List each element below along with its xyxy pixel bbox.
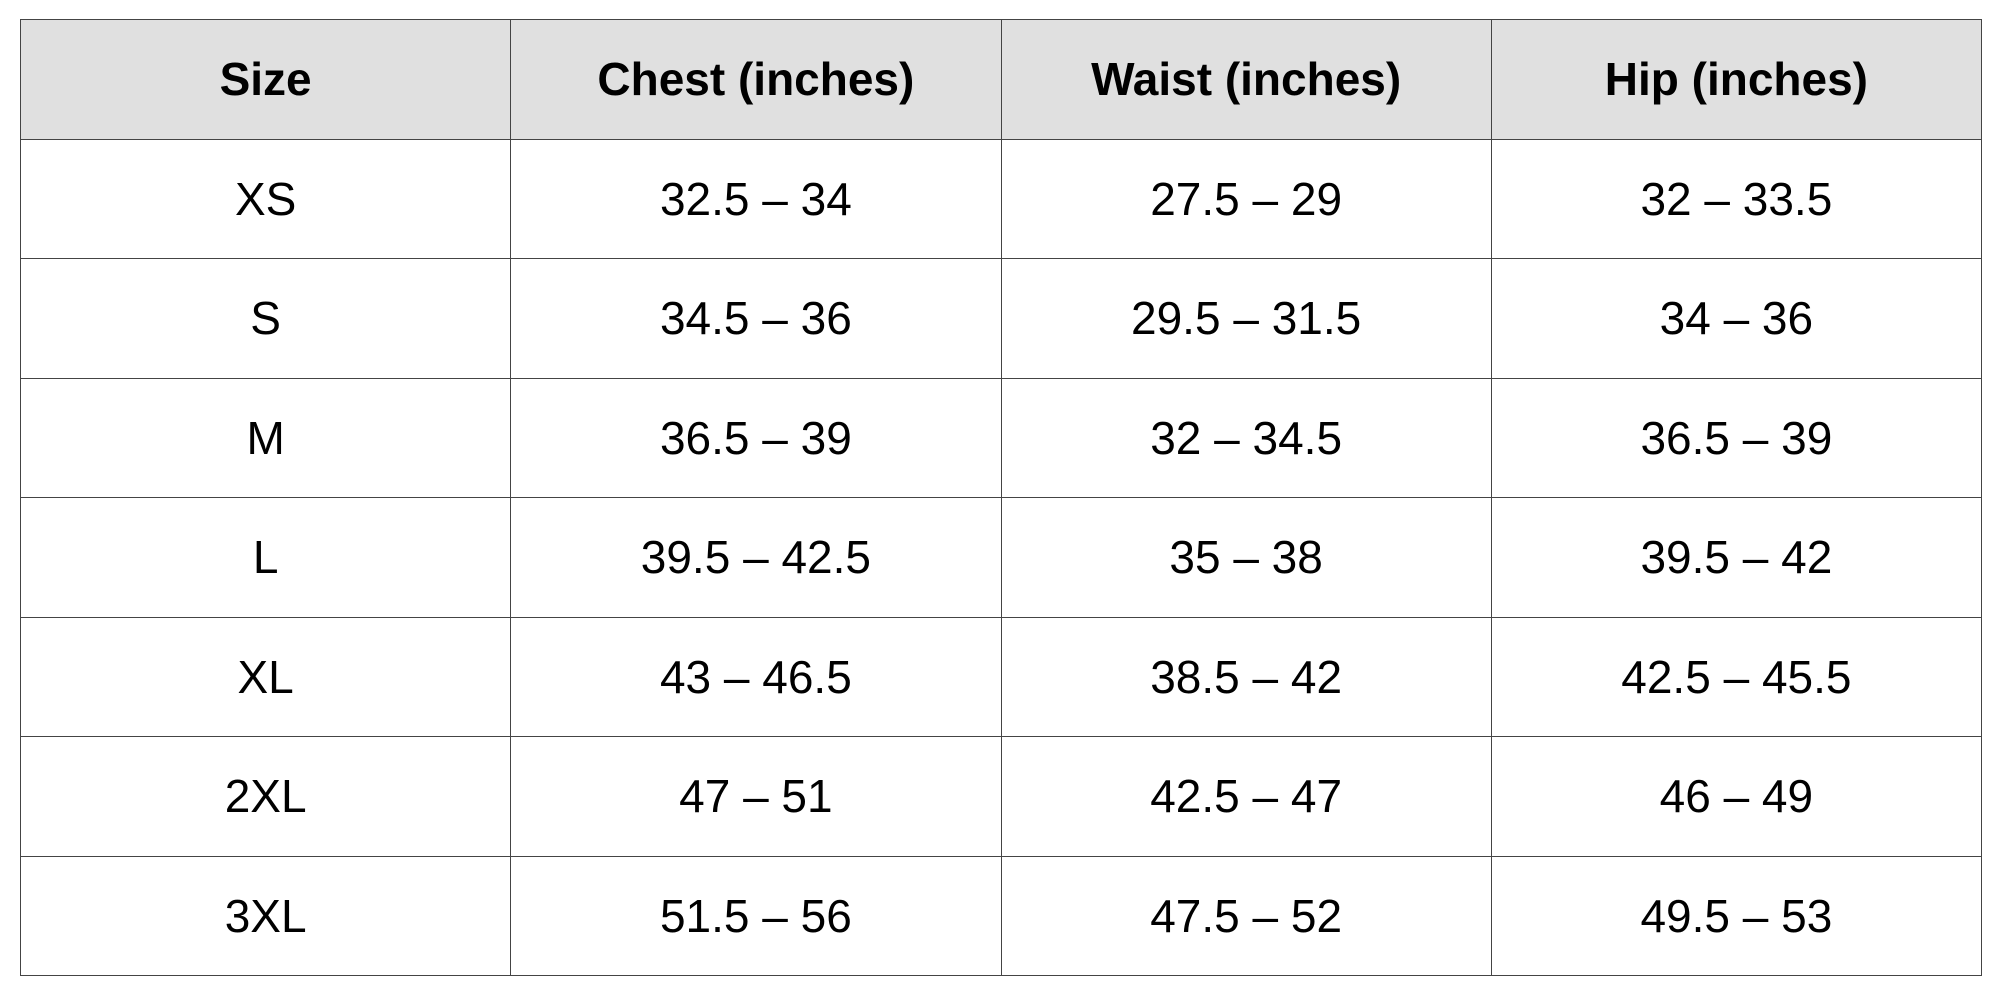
hip-cell: 39.5 – 42 (1490, 497, 1983, 618)
size-cell: XL (19, 616, 512, 737)
table-header: Size Chest (inches) Waist (inches) Hip (… (19, 19, 1983, 140)
size-cell: S (19, 258, 512, 379)
chest-cell: 36.5 – 39 (510, 377, 1002, 498)
size-chart-table: Size Chest (inches) Waist (inches) Hip (… (19, 19, 1983, 976)
waist-cell: 27.5 – 29 (1000, 138, 1492, 259)
header-chest: Chest (inches) (510, 19, 1002, 140)
size-cell: M (19, 377, 512, 498)
table-row: S 34.5 – 36 29.5 – 31.5 34 – 36 (19, 258, 1983, 379)
chest-cell: 47 – 51 (510, 736, 1002, 857)
waist-cell: 32 – 34.5 (1000, 377, 1492, 498)
table-row: M 36.5 – 39 32 – 34.5 36.5 – 39 (19, 377, 1983, 498)
hip-cell: 36.5 – 39 (1490, 377, 1983, 498)
waist-cell: 42.5 – 47 (1000, 736, 1492, 857)
hip-cell: 32 – 33.5 (1490, 138, 1983, 259)
chest-cell: 34.5 – 36 (510, 258, 1002, 379)
hip-cell: 34 – 36 (1490, 258, 1983, 379)
table-row: 2XL 47 – 51 42.5 – 47 46 – 49 (19, 736, 1983, 857)
hip-cell: 46 – 49 (1490, 736, 1983, 857)
size-cell: XS (19, 138, 512, 259)
header-size: Size (19, 19, 512, 140)
table-body: XS 32.5 – 34 27.5 – 29 32 – 33.5 S 34.5 … (19, 138, 1983, 976)
table-row: 3XL 51.5 – 56 47.5 – 52 49.5 – 53 (19, 855, 1983, 976)
size-cell: 3XL (19, 855, 512, 976)
waist-cell: 29.5 – 31.5 (1000, 258, 1492, 379)
header-row: Size Chest (inches) Waist (inches) Hip (… (19, 19, 1983, 140)
table-row: XL 43 – 46.5 38.5 – 42 42.5 – 45.5 (19, 616, 1983, 737)
waist-cell: 47.5 – 52 (1000, 855, 1492, 976)
header-hip: Hip (inches) (1490, 19, 1983, 140)
waist-cell: 38.5 – 42 (1000, 616, 1492, 737)
chest-cell: 32.5 – 34 (510, 138, 1002, 259)
size-cell: 2XL (19, 736, 512, 857)
table-row: L 39.5 – 42.5 35 – 38 39.5 – 42 (19, 497, 1983, 618)
hip-cell: 49.5 – 53 (1490, 855, 1983, 976)
table-row: XS 32.5 – 34 27.5 – 29 32 – 33.5 (19, 138, 1983, 259)
hip-cell: 42.5 – 45.5 (1490, 616, 1983, 737)
chest-cell: 43 – 46.5 (510, 616, 1002, 737)
header-waist: Waist (inches) (1000, 19, 1492, 140)
chest-cell: 51.5 – 56 (510, 855, 1002, 976)
waist-cell: 35 – 38 (1000, 497, 1492, 618)
size-cell: L (19, 497, 512, 618)
chest-cell: 39.5 – 42.5 (510, 497, 1002, 618)
